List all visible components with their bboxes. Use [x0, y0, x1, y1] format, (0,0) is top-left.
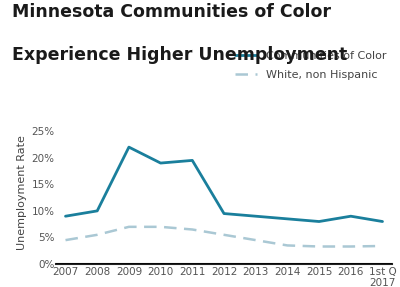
Communities of Color [158, 161, 163, 165]
Communities of Color [317, 220, 322, 223]
Communities of Color [95, 209, 100, 213]
Y-axis label: Unemployment Rate: Unemployment Rate [17, 135, 27, 250]
White, non Hispanic [380, 244, 385, 248]
Text: Experience Higher Unemployment: Experience Higher Unemployment [12, 46, 347, 64]
White, non Hispanic [126, 225, 131, 228]
Legend: Communities of Color, White, non Hispanic: Communities of Color, White, non Hispani… [232, 47, 390, 83]
Communities of Color [253, 214, 258, 218]
Line: Communities of Color: Communities of Color [66, 147, 382, 222]
Communities of Color [380, 220, 385, 223]
Communities of Color [126, 146, 131, 149]
White, non Hispanic [190, 228, 195, 231]
White, non Hispanic [158, 225, 163, 228]
Communities of Color [190, 159, 195, 162]
Text: Minnesota Communities of Color: Minnesota Communities of Color [12, 3, 331, 21]
White, non Hispanic [348, 245, 353, 248]
White, non Hispanic [95, 233, 100, 236]
White, non Hispanic [222, 233, 226, 236]
White, non Hispanic [63, 238, 68, 242]
White, non Hispanic [285, 244, 290, 247]
White, non Hispanic [317, 245, 322, 248]
Communities of Color [348, 214, 353, 218]
White, non Hispanic [253, 238, 258, 242]
Communities of Color [285, 217, 290, 221]
Line: White, non Hispanic: White, non Hispanic [66, 227, 382, 247]
Communities of Color [63, 214, 68, 218]
Communities of Color [222, 212, 226, 215]
